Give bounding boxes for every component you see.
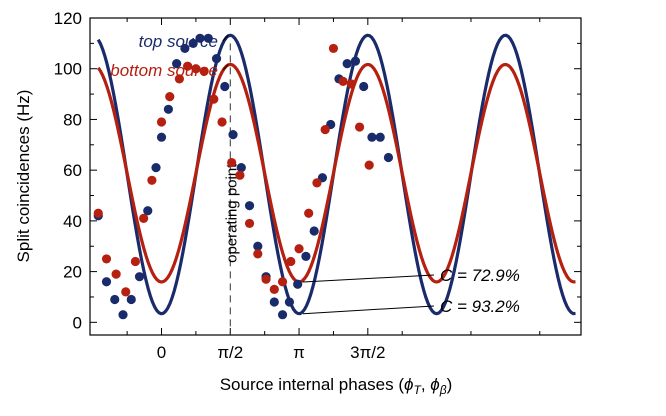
top-source-point	[350, 56, 361, 66]
operating-point-marker: operating point	[223, 43, 240, 335]
bottom-source-point	[328, 43, 339, 54]
top-source-point	[342, 59, 352, 69]
x-axis-title: Source internal phases (ϕT, ϕβ)	[220, 375, 453, 397]
bottom-source-point	[130, 256, 140, 267]
y-axis-ticks: 0 20 40 60 80 100 120	[54, 9, 581, 332]
bottom-source-point	[294, 244, 304, 254]
bottom-source-point	[261, 274, 271, 284]
bottom-source-point	[183, 61, 193, 71]
top-source-point	[284, 297, 295, 307]
y-tick-label: 100	[54, 60, 82, 79]
y-tick-label: 0	[73, 313, 82, 332]
bottom-source-point	[139, 213, 149, 223]
x-axis-ticks: 0 π/2 π 3π/2	[126, 18, 541, 362]
bottom-source-point	[277, 277, 288, 287]
legend-leader-line	[222, 64, 229, 71]
legend-label-top: top source	[139, 32, 218, 51]
bottom-source-point	[147, 175, 157, 185]
top-source-point	[126, 294, 136, 305]
top-source-point	[277, 310, 288, 320]
contrast-annotations: C = 72.9% C = 93.2%	[303, 266, 520, 316]
y-tick-label: 120	[54, 9, 82, 28]
bottom-source-point	[174, 74, 184, 84]
bottom-source-point	[235, 170, 245, 180]
plot-area-border	[89, 17, 582, 336]
data-points	[93, 33, 394, 320]
top-source-point	[151, 163, 161, 173]
top-source-point	[163, 104, 173, 114]
top-source-point	[269, 297, 279, 307]
bottom-source-point	[286, 256, 296, 267]
bottom-source-point	[253, 249, 263, 259]
top-source-point	[195, 33, 205, 43]
bottom-source-point	[304, 208, 314, 218]
top-source-point	[143, 206, 153, 216]
top-source-point	[228, 130, 238, 140]
fit-curves	[96, 33, 576, 316]
top-source-point	[134, 272, 145, 282]
legend: top source bottom source	[110, 32, 229, 80]
bottom-source-point	[93, 208, 103, 218]
plot-frame	[89, 17, 582, 336]
x-tick-label: π/2	[217, 343, 243, 362]
top-source-point	[244, 201, 255, 211]
top-source-point	[180, 43, 190, 54]
bottom-source-point	[354, 122, 365, 132]
top-source-point	[375, 132, 385, 142]
bottom-source-point	[209, 94, 219, 104]
top-source-point	[156, 132, 167, 142]
bottom-source-point	[191, 64, 201, 74]
top-source-point	[301, 251, 311, 261]
contrast-leader-line	[303, 274, 435, 283]
contrast-label-top: C = 93.2%	[440, 297, 520, 316]
y-tick-label: 40	[63, 212, 82, 231]
bottom-source-point	[269, 284, 279, 294]
bottom-source-point	[364, 160, 374, 170]
bottom-source-point	[156, 117, 167, 127]
x-tick-label: 0	[157, 343, 166, 362]
legend-leader-line	[222, 34, 229, 42]
top-source-point	[101, 277, 112, 287]
top-source-point	[309, 226, 319, 236]
top-source-point	[172, 59, 182, 69]
bottom-source-point	[217, 117, 227, 127]
top-source-point	[236, 163, 246, 173]
y-tick-label: 60	[63, 161, 82, 180]
bottom-source-point	[312, 178, 322, 188]
top-source-point	[211, 53, 222, 64]
bottom-source-point	[199, 66, 209, 76]
top-source-point	[203, 33, 213, 43]
bottom-source-point	[121, 287, 131, 297]
bottom-source-point	[338, 76, 348, 86]
x-tick-label: π	[293, 343, 305, 362]
top-source-point	[118, 310, 128, 320]
top-source-point	[253, 241, 263, 251]
legend-label-bottom: bottom source	[110, 61, 218, 80]
contrast-leader-line	[303, 305, 435, 315]
top-source-point	[293, 279, 303, 289]
y-axis-title: Split coincidences (Hz)	[14, 90, 33, 263]
bottom-source-point	[244, 218, 255, 229]
operating-point-label: operating point	[223, 163, 240, 263]
x-tick-label: 3π/2	[350, 343, 385, 362]
top-source-point	[188, 38, 198, 48]
bottom-source-point	[346, 79, 356, 89]
bottom-source-point	[227, 157, 237, 168]
bottom-source-point	[101, 254, 112, 264]
top-source-point	[220, 81, 230, 92]
fit-curve-bottom	[96, 62, 576, 284]
y-tick-label: 80	[63, 110, 82, 129]
top-source-point	[110, 294, 120, 305]
bottom-source-point	[320, 124, 330, 135]
top-source-point	[383, 152, 394, 163]
top-source-point	[359, 81, 369, 92]
y-tick-label: 20	[63, 263, 82, 282]
bottom-source-point	[165, 92, 175, 102]
bottom-source-point	[111, 269, 121, 279]
top-source-point	[367, 132, 377, 142]
contrast-label-bottom: C = 72.9%	[440, 266, 520, 285]
